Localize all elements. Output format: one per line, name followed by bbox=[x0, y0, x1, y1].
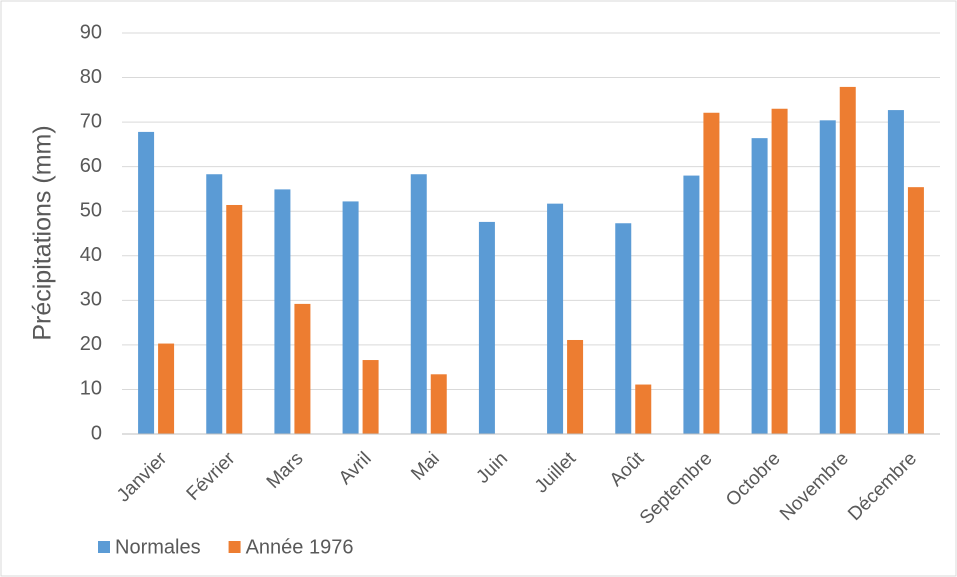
bar bbox=[615, 223, 632, 434]
bar bbox=[410, 174, 427, 435]
legend-label: Année 1976 bbox=[246, 536, 354, 558]
bar bbox=[547, 203, 564, 434]
bar bbox=[771, 108, 788, 434]
bar bbox=[683, 175, 700, 435]
bar bbox=[206, 174, 223, 435]
legend-label: Normales bbox=[115, 536, 201, 558]
bar bbox=[430, 374, 447, 434]
y-tick-label: 10 bbox=[80, 378, 102, 400]
bar bbox=[158, 343, 175, 434]
bar bbox=[635, 384, 652, 434]
bar bbox=[887, 110, 904, 434]
y-axis-label: Précipitations (mm) bbox=[29, 125, 57, 340]
y-tick-label: 80 bbox=[80, 66, 102, 88]
bar bbox=[839, 86, 856, 434]
bar bbox=[567, 339, 584, 434]
bar bbox=[751, 138, 768, 434]
bar bbox=[907, 187, 924, 434]
bar bbox=[478, 221, 495, 434]
bar bbox=[138, 131, 155, 434]
bar bbox=[294, 303, 311, 434]
bar bbox=[274, 189, 291, 434]
bar bbox=[226, 204, 243, 434]
y-tick-label: 70 bbox=[80, 110, 102, 132]
legend-swatch bbox=[228, 541, 241, 553]
bar bbox=[703, 112, 720, 434]
y-tick-label: 60 bbox=[80, 155, 102, 177]
bar bbox=[362, 360, 379, 434]
legend-swatch bbox=[98, 541, 110, 553]
y-tick-label: 50 bbox=[80, 200, 102, 222]
y-tick-label: 40 bbox=[80, 244, 102, 266]
y-tick-label: 20 bbox=[80, 333, 102, 355]
y-tick-label: 30 bbox=[80, 289, 102, 311]
y-tick-label: 90 bbox=[80, 21, 102, 43]
bar bbox=[342, 201, 359, 434]
bar bbox=[819, 120, 836, 434]
y-tick-label: 0 bbox=[91, 422, 102, 444]
